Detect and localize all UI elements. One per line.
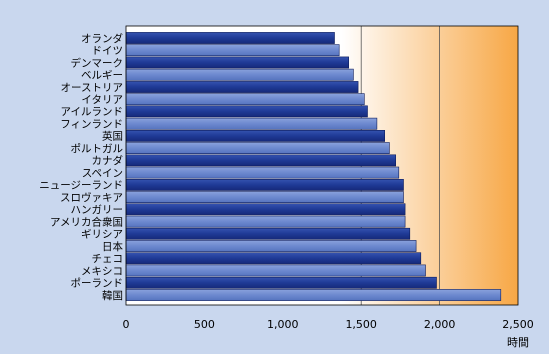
x-tick-label: 500 xyxy=(194,318,215,331)
x-tick-label: 1,500 xyxy=(345,318,377,331)
category-label: イタリア xyxy=(81,94,123,106)
category-label: カナダ xyxy=(92,154,124,167)
bar-9 xyxy=(125,142,390,154)
bar-20 xyxy=(125,276,437,289)
bar-0 xyxy=(125,32,335,44)
category-label: デンマーク xyxy=(71,56,124,69)
bar-8 xyxy=(125,130,386,142)
category-label: オーストリア xyxy=(61,82,123,94)
bar-11 xyxy=(125,166,400,179)
category-label: ハンガリー xyxy=(71,204,124,216)
category-label: 日本 xyxy=(102,240,123,253)
category-label: メキシコ xyxy=(81,265,123,277)
bar-12 xyxy=(125,179,404,191)
bar-1 xyxy=(125,44,340,57)
category-label: アイルランド xyxy=(61,106,123,118)
x-tick-label: 1,000 xyxy=(267,318,299,331)
bar-2 xyxy=(125,56,349,69)
x-axis-label: 時間 xyxy=(507,336,529,349)
x-tick-labels: 0 500 1,000 1,500 2,000 2,500 xyxy=(123,318,534,331)
category-label: アメリカ合衆国 xyxy=(50,215,123,228)
bar-16 xyxy=(125,227,411,240)
category-label: チェコ xyxy=(92,253,124,265)
bar-6 xyxy=(125,105,368,118)
bar-3 xyxy=(125,68,354,81)
category-label: ベルギー xyxy=(81,70,123,82)
category-labels: オランダドイツデンマークベルギーオーストリアイタリアアイルランドフィンランド英国… xyxy=(39,32,123,302)
category-label: スペイン xyxy=(82,167,123,179)
category-label: ドイツ xyxy=(92,45,124,57)
bar-17 xyxy=(125,240,417,252)
category-label: ポーランド xyxy=(71,278,124,290)
category-label: スロヴァキア xyxy=(60,191,123,204)
x-tick-label: 2,500 xyxy=(502,318,534,331)
bar-19 xyxy=(125,264,426,277)
category-label: オランダ xyxy=(81,32,123,45)
x-tick-label: 0 xyxy=(123,318,130,331)
category-label: ギリシア xyxy=(81,229,123,241)
bar-15 xyxy=(125,215,406,228)
category-label: ポルトガル xyxy=(71,143,124,155)
bar-14 xyxy=(125,203,406,216)
bar-13 xyxy=(125,191,404,203)
bar-18 xyxy=(125,252,422,265)
bar-7 xyxy=(125,117,378,130)
x-tick-label: 2,000 xyxy=(424,318,456,331)
category-label: 英国 xyxy=(102,130,123,143)
bar-10 xyxy=(125,154,397,167)
bar-21 xyxy=(125,289,502,301)
category-label: 韓国 xyxy=(102,290,123,302)
bars xyxy=(125,32,502,301)
bar-5 xyxy=(125,93,365,106)
category-label: フィンランド xyxy=(60,119,123,131)
bar-4 xyxy=(125,81,359,93)
plot-border xyxy=(125,25,519,306)
category-label: ニュージーランド xyxy=(39,180,123,192)
